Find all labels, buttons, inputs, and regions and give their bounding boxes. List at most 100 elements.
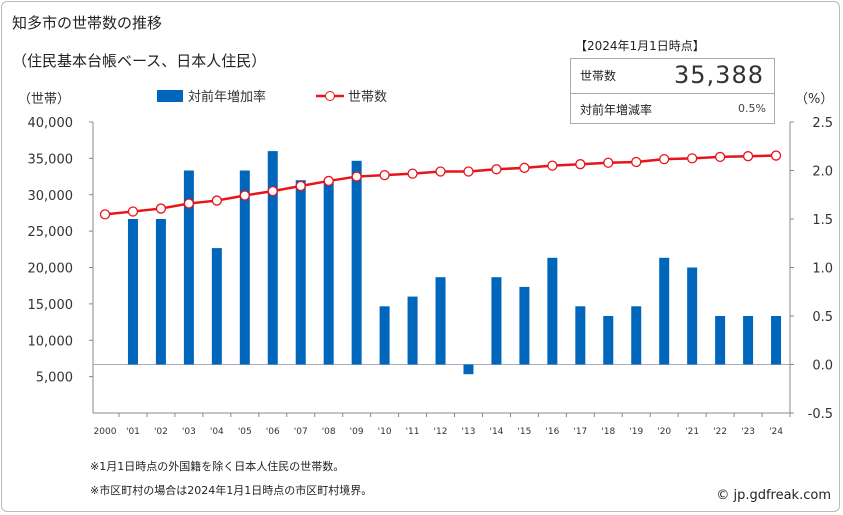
left-tick-label: 25,000 bbox=[28, 225, 74, 240]
point-'06 bbox=[267, 185, 278, 197]
point-'21 bbox=[687, 153, 698, 164]
point-'13 bbox=[463, 166, 474, 177]
legend-bar-swatch bbox=[157, 90, 183, 102]
x-tick-label: '13 bbox=[462, 427, 476, 437]
bar-'13 bbox=[463, 364, 474, 375]
left-tick-label: 35,000 bbox=[28, 152, 74, 167]
legend-bar-label: 対前年増加率 bbox=[188, 89, 266, 105]
x-tick-label: 2000 bbox=[94, 427, 117, 437]
bar-'16 bbox=[547, 257, 558, 365]
bar-'06 bbox=[267, 151, 278, 365]
point-'05 bbox=[239, 190, 250, 201]
x-tick-label: '15 bbox=[517, 427, 531, 437]
x-tick-label: '21 bbox=[685, 427, 699, 437]
bar-'18 bbox=[603, 316, 614, 365]
bar-'03 bbox=[183, 170, 194, 365]
households-value: 35,388 bbox=[674, 61, 764, 89]
bar-'21 bbox=[687, 267, 698, 365]
left-tick-label: 10,000 bbox=[28, 334, 74, 349]
bar-'01 bbox=[127, 219, 138, 365]
chart-subtitle: （住民基本台帳ベース、日本人住民） bbox=[12, 52, 267, 70]
bar-'14 bbox=[491, 277, 502, 365]
point-'11 bbox=[407, 168, 418, 179]
note-1: ※1月1日時点の外国籍を除く日本人住民の世帯数。 bbox=[90, 460, 345, 473]
bar-'04 bbox=[211, 248, 222, 365]
households-label: 世帯数 bbox=[580, 69, 617, 83]
right-tick-label: 1.0 bbox=[812, 262, 833, 277]
right-tick-label: 2.0 bbox=[812, 165, 833, 180]
x-tick-label: '03 bbox=[182, 427, 196, 437]
point-'12 bbox=[435, 166, 446, 177]
bar-'22 bbox=[715, 316, 726, 365]
point-'01 bbox=[127, 206, 139, 217]
bar-'11 bbox=[407, 296, 418, 365]
x-tick-label: '22 bbox=[713, 427, 727, 437]
point-'08 bbox=[323, 175, 334, 187]
chart-title: 知多市の世帯数の推移 bbox=[12, 14, 163, 32]
right-tick-label: 0.5 bbox=[812, 310, 833, 325]
right-tick-label: 2.5 bbox=[812, 116, 833, 131]
x-tick-label: '01 bbox=[126, 427, 140, 437]
point-'14 bbox=[491, 164, 502, 175]
point-'10 bbox=[379, 169, 390, 181]
x-tick-label: '09 bbox=[350, 427, 364, 437]
left-tick-label: 40,000 bbox=[28, 116, 74, 131]
x-tick-label: '24 bbox=[769, 427, 783, 437]
as-of-date: 【2024年1月1日時点】 bbox=[575, 39, 705, 53]
point-'23 bbox=[742, 151, 754, 162]
bar-'12 bbox=[435, 277, 446, 365]
right-tick-label: 0.0 bbox=[812, 359, 833, 374]
x-tick-label: '05 bbox=[238, 427, 252, 437]
households-line bbox=[104, 154, 777, 216]
legend-line-marker bbox=[325, 91, 335, 101]
bar-'17 bbox=[575, 306, 586, 365]
x-tick-label: '11 bbox=[406, 427, 420, 437]
left-tick-label: 5,000 bbox=[36, 371, 73, 386]
rate-value: 0.5% bbox=[738, 102, 766, 115]
left-tick-label: 20,000 bbox=[28, 262, 74, 277]
x-tick-label: '18 bbox=[601, 427, 615, 437]
bar-'24 bbox=[771, 316, 782, 365]
point-2000 bbox=[99, 209, 111, 220]
bar-'09 bbox=[351, 160, 362, 365]
bar-'15 bbox=[519, 286, 530, 365]
bar-'20 bbox=[659, 257, 670, 365]
bar-'10 bbox=[379, 306, 390, 365]
bar-'07 bbox=[295, 180, 306, 365]
point-'22 bbox=[714, 151, 726, 163]
left-axis-unit: （世帯） bbox=[18, 92, 70, 107]
credit: © jp.gdfreak.com bbox=[716, 488, 831, 503]
bar-'19 bbox=[631, 306, 642, 365]
point-'24 bbox=[770, 150, 782, 161]
summary-box: 世帯数 35,388 対前年増減率 0.5% bbox=[570, 58, 775, 124]
x-tick-label: '16 bbox=[545, 427, 559, 437]
point-'09 bbox=[351, 171, 362, 182]
x-tick-label: '02 bbox=[154, 427, 168, 437]
x-tick-label: '23 bbox=[741, 427, 755, 437]
point-'02 bbox=[155, 203, 167, 214]
x-tick-label: '06 bbox=[266, 427, 280, 437]
right-tick-label: -0.5 bbox=[808, 407, 833, 422]
left-tick-label: 30,000 bbox=[28, 189, 74, 204]
legend-line-label: 世帯数 bbox=[348, 90, 387, 105]
x-tick-label: '19 bbox=[629, 427, 643, 437]
point-'16 bbox=[547, 160, 558, 171]
point-'20 bbox=[659, 153, 670, 165]
x-tick-label: '10 bbox=[378, 427, 392, 437]
note-2: ※市区町村の場合は2024年1月1日時点の市区町村境界。 bbox=[90, 484, 373, 497]
x-tick-label: '07 bbox=[294, 427, 308, 437]
right-axis-unit: （%） bbox=[795, 92, 833, 107]
rate-label: 対前年増減率 bbox=[580, 103, 653, 117]
x-tick-label: '17 bbox=[573, 427, 587, 437]
bar-'05 bbox=[239, 170, 250, 365]
x-tick-label: '14 bbox=[489, 427, 503, 437]
point-'07 bbox=[295, 180, 306, 192]
point-'18 bbox=[603, 157, 614, 168]
x-tick-label: '08 bbox=[322, 427, 336, 437]
bar-'23 bbox=[743, 316, 754, 365]
point-'04 bbox=[211, 195, 222, 206]
x-tick-label: '04 bbox=[210, 427, 224, 437]
bar-'08 bbox=[323, 180, 334, 365]
